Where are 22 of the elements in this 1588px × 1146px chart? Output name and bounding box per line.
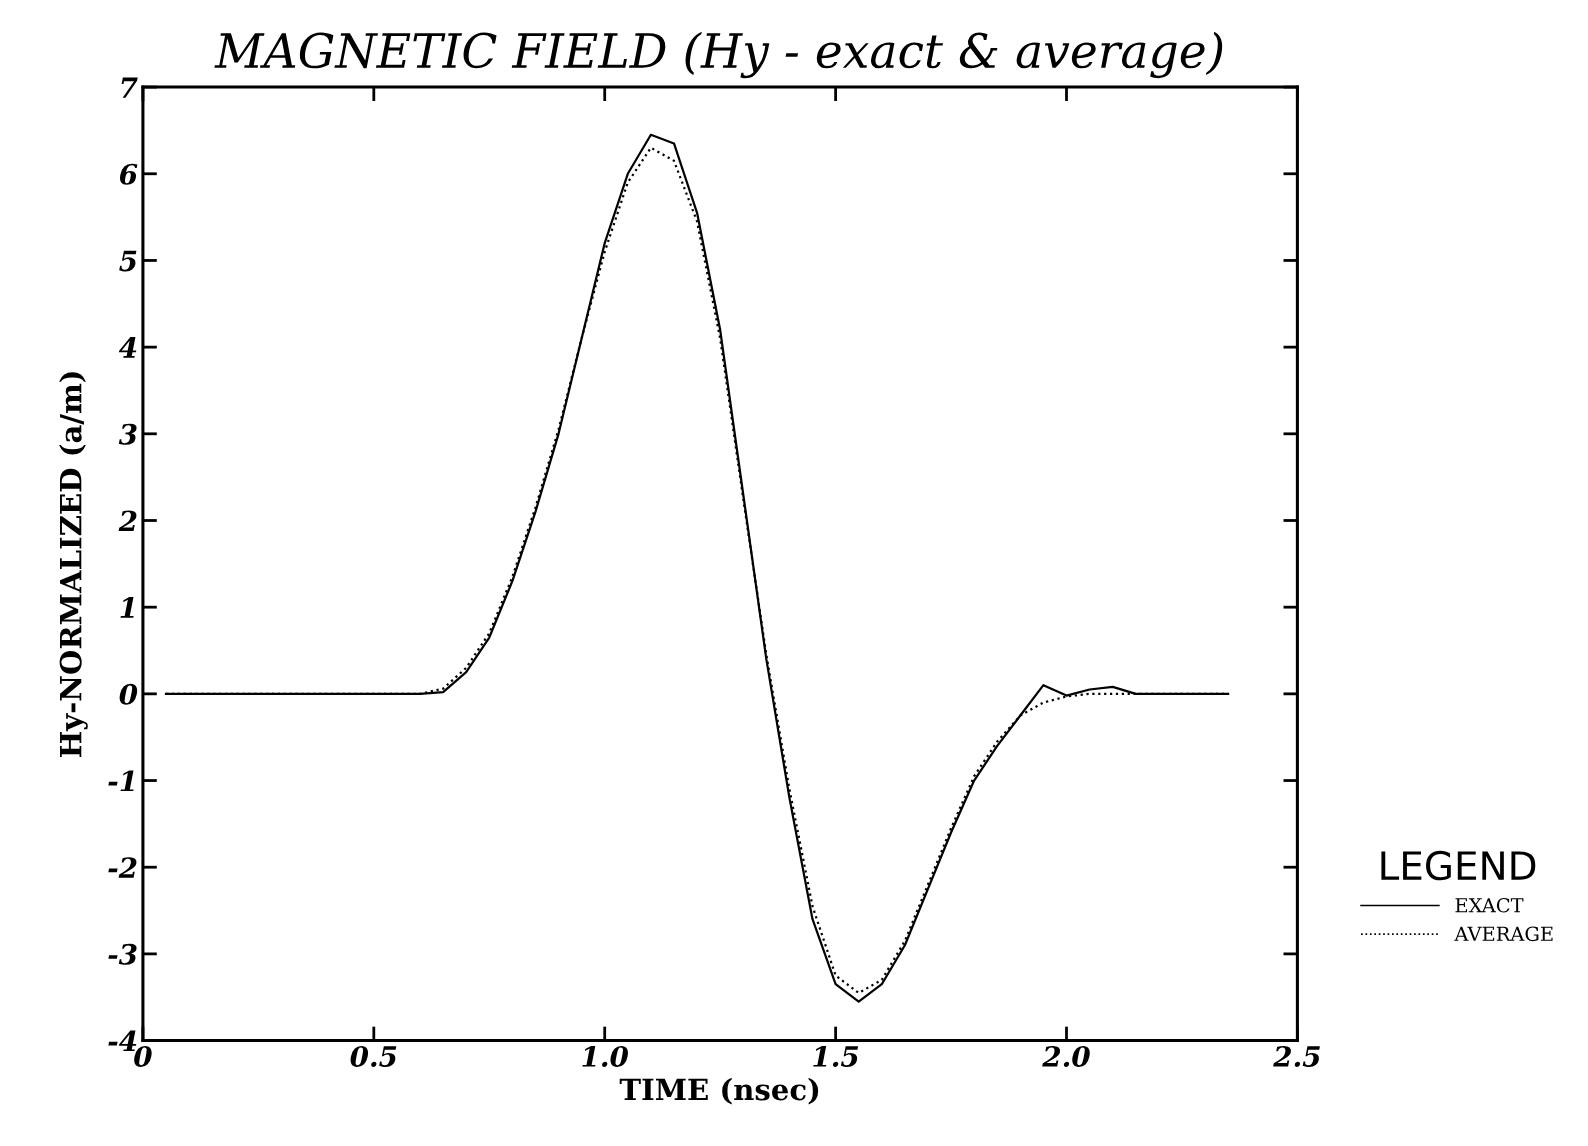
x-tick-label: 1.0 (582, 1045, 628, 1067)
chart-title: MAGNETIC FIELD (Hy - exact & average) (214, 31, 1223, 79)
y-tick-label: 7 (121, 77, 138, 98)
y-tick-label: 5 (119, 250, 137, 272)
x-axis-title: TIME (nsec) (619, 1077, 819, 1105)
x-tick-label: 2.5 (1273, 1045, 1320, 1067)
y-tick-label: 1 (120, 597, 134, 618)
legend-title: LEGEND (1381, 850, 1536, 881)
x-tick-label: 2.0 (1042, 1045, 1090, 1067)
y-tick-label: -2 (108, 857, 137, 878)
x-tick-label: 0.5 (350, 1045, 397, 1067)
legend-label: AVERAGE (1454, 926, 1553, 942)
y-tick-label: -1 (108, 770, 134, 792)
y-tick-label: 0 (119, 683, 138, 705)
y-tick-label: 4 (118, 337, 137, 358)
x-tick-label: 1.5 (813, 1045, 859, 1067)
y-tick-label: 2 (118, 510, 137, 532)
y-tick-label: 6 (120, 163, 138, 185)
y-tick-label: 3 (118, 423, 137, 445)
legend-label: EXACT (1455, 897, 1524, 913)
y-tick-label: -3 (108, 943, 137, 965)
y-axis-title: Hy-NORMALIZED (a/m) (59, 372, 88, 757)
